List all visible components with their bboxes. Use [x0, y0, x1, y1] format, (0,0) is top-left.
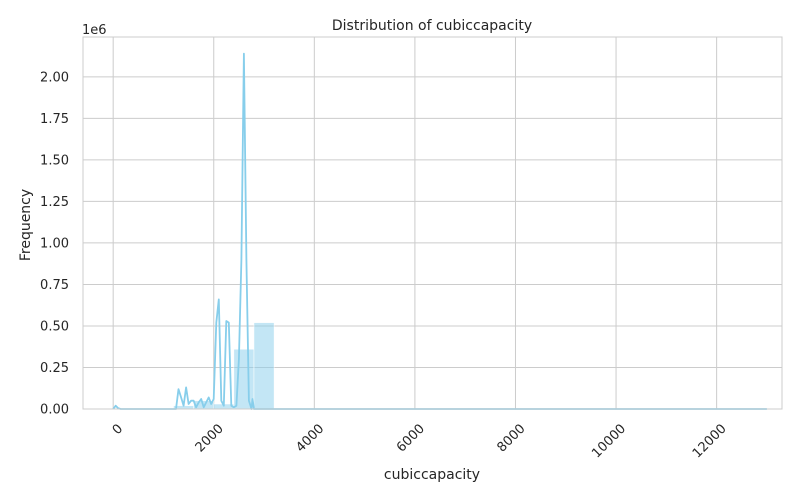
y-tick-label: 0.00 [40, 403, 69, 418]
density-curve [112, 52, 767, 410]
y-tick-label: 0.75 [40, 278, 69, 293]
histogram-bar [253, 322, 275, 410]
y-tick-label: 0.25 [40, 361, 69, 376]
x-tick-label: 10000 [589, 421, 629, 461]
y-axis-offset-text: 1e6 [82, 23, 107, 38]
y-axis-label: Frequency [18, 189, 34, 261]
y-tick-label: 1.25 [40, 195, 69, 210]
x-tick-label: 2000 [193, 421, 227, 455]
y-tick-labels: 0.00 0.25 0.50 0.75 1.00 1.25 1.50 1.75 2.00 [40, 70, 69, 417]
grid-lines [83, 37, 782, 410]
x-tick-label: 0 [110, 421, 126, 437]
plot-frame [82, 36, 783, 410]
x-tick-labels: 0 2000 4000 6000 8000 10000 12000 [110, 421, 730, 461]
x-tick-label: 4000 [293, 421, 327, 455]
x-tick-label: 12000 [690, 421, 730, 461]
y-tick-label: 1.50 [40, 153, 69, 168]
x-tick-label: 8000 [495, 421, 529, 455]
x-tick-label: 6000 [394, 421, 428, 455]
y-tick-label: 2.00 [40, 70, 69, 85]
y-tick-label: 0.50 [40, 319, 69, 334]
chart-title: Distribution of cubiccapacity [332, 18, 532, 34]
y-tick-label: 1.75 [40, 112, 69, 127]
density-curve-layer [112, 52, 767, 410]
y-tick-label: 1.00 [40, 236, 69, 251]
x-axis-label: cubiccapacity [384, 467, 480, 483]
